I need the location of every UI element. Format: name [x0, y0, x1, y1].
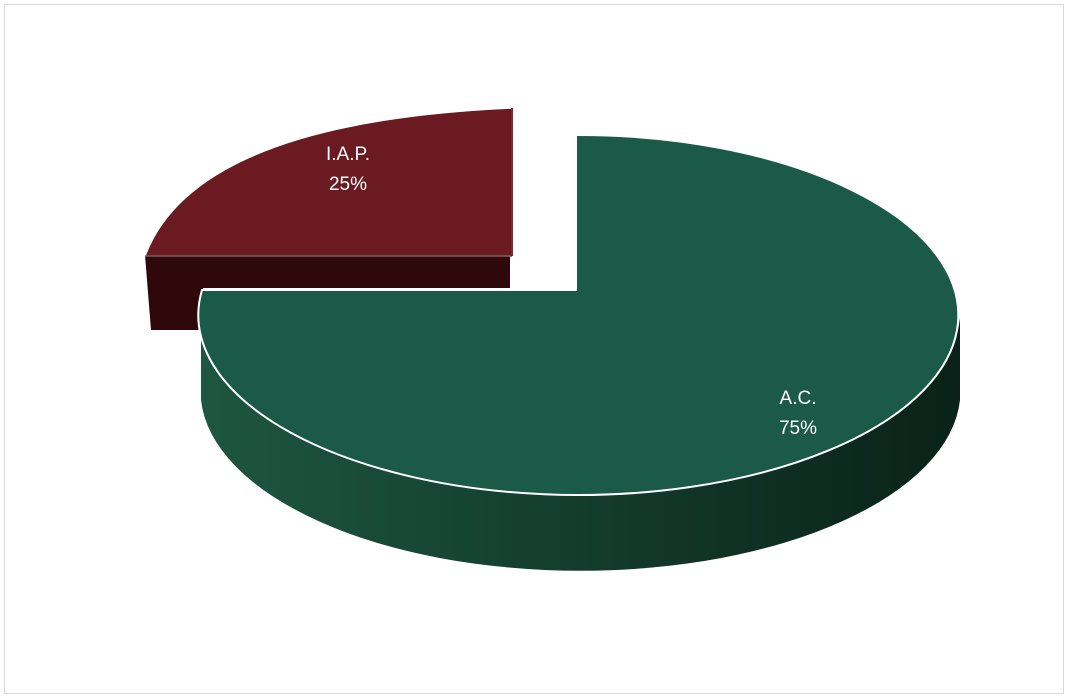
slice-ac: [197, 133, 960, 571]
slice-label-ac-percent: 75%: [779, 418, 817, 439]
slice-ac-side: [201, 318, 960, 571]
slice-label-iap-percent: 25%: [329, 174, 367, 195]
slice-iap: [143, 107, 513, 330]
slice-ac-top: [197, 133, 960, 496]
slice-iap-top: [143, 107, 513, 257]
slice-iap-side: [145, 255, 510, 330]
slice-label-ac-name: A.C.: [780, 388, 817, 409]
slice-label-iap-name: I.A.P.: [326, 144, 370, 165]
